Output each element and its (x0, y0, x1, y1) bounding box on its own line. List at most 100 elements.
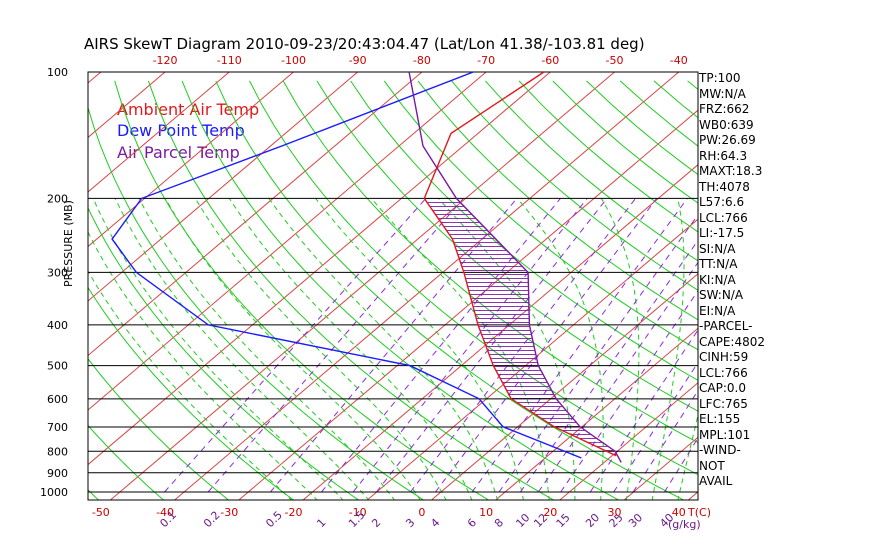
bottom-temp-label: -30 (220, 506, 238, 519)
bottom-temp-label: -40 (156, 506, 174, 519)
dry-adiabat-line (114, 80, 490, 500)
isotherm-line (688, 491, 698, 500)
stat-item: EL:155 (699, 412, 741, 426)
dry-adiabat-line (687, 80, 698, 91)
pressure-tick-label: 300 (47, 266, 68, 279)
dry-adiabat-line (485, 80, 698, 262)
moist-adiabat-line (88, 270, 293, 500)
top-temp-label: -40 (670, 54, 688, 67)
dry-adiabat-line (88, 489, 100, 500)
profile-curves (111, 72, 622, 463)
isotherm-line (88, 72, 294, 248)
series-line-air-parcel-temp (408, 72, 622, 463)
stat-item: SI:N/A (699, 241, 736, 256)
grid-layer (0, 72, 870, 501)
isotherm-line (302, 164, 698, 500)
pressure-tick-label: 200 (47, 192, 68, 205)
mixing-ratio-line (613, 361, 698, 493)
mixing-ratio-label: 2 (369, 516, 383, 530)
bottom-temp-label: -10 (349, 506, 367, 519)
dry-adiabat-line (88, 424, 165, 500)
series-line-dew-point-temp (111, 72, 582, 459)
stat-item: CAP:0.0 (699, 381, 746, 395)
mixing-ratio-line (270, 198, 518, 493)
moist-adiabat-line (651, 198, 685, 500)
top-temp-label: -70 (477, 54, 495, 67)
series-line-ambient-air-temp (423, 72, 617, 457)
pressure-tick-label: 800 (47, 445, 68, 458)
moist-adiabat-line (371, 198, 550, 500)
stat-item: LCL:766 (699, 365, 748, 380)
mixing-ratio-line (352, 198, 588, 493)
isotherm-line (366, 218, 698, 500)
isotherm-line (817, 72, 870, 500)
dry-adiabat-line (0, 81, 34, 501)
mixing-ratio-label: 0.5 (263, 509, 285, 531)
temp-unit-label: T(C) (687, 506, 711, 519)
top-temp-label: -80 (413, 54, 431, 67)
top-temp-label: -50 (606, 54, 624, 67)
pressure-tick-label: 600 (47, 393, 68, 406)
isotherm-line (0, 72, 37, 500)
moist-adiabat-line (194, 198, 447, 500)
dry-adiabat-line (552, 80, 698, 204)
isotherm-line (88, 72, 166, 139)
stat-item: TH:4078 (699, 179, 750, 194)
mixing-ratio-label: 8 (492, 516, 506, 530)
stat-item: PW:26.69 (699, 133, 756, 147)
top-temp-label: -100 (281, 54, 306, 67)
dry-adiabat-line (653, 80, 698, 119)
isotherm-line (88, 72, 230, 193)
top-temp-label: -110 (217, 54, 242, 67)
stat-item: MAXT:18.3 (699, 164, 763, 178)
dry-adiabat-line (721, 81, 870, 501)
dry-adiabat-line (88, 286, 295, 500)
pressure-tick-label: 1000 (40, 486, 68, 499)
dry-adiabat-line (88, 357, 230, 500)
mixing-ratio-line (520, 239, 698, 493)
bottom-temp-label: -20 (284, 506, 302, 519)
isobar-lines (87, 71, 699, 501)
stat-item: TT:N/A (699, 257, 738, 271)
moist-adiabat-line (438, 198, 576, 500)
bottom-temp-label: -50 (92, 506, 110, 519)
moist-adiabat-line (677, 412, 698, 500)
dry-adiabat-line (755, 81, 870, 501)
stat-item: NOT (699, 458, 725, 473)
bottom-temp-label: 40 (672, 506, 686, 519)
isotherm-line (238, 109, 698, 500)
isotherm-line (753, 72, 870, 500)
stat-item: EI:N/A (699, 303, 736, 318)
stat-item: TP:100 (699, 71, 741, 85)
dry-adiabat-line (350, 80, 698, 381)
stat-item: MW:N/A (699, 86, 746, 101)
moist-adiabat-line (600, 198, 640, 500)
mixing-ratio-line (632, 389, 698, 493)
stat-item: FRZ:662 (699, 102, 750, 116)
moist-adiabat-line (315, 198, 524, 500)
pressure-tick-label: 100 (47, 66, 68, 79)
dry-adiabat-line (586, 80, 698, 176)
mixing-ratio-label: 4 (428, 516, 442, 530)
pressure-tick-label: 700 (47, 421, 68, 434)
mixing-ratio-line (664, 436, 698, 493)
chart-title: AIRS SkewT Diagram 2010-09-23/20:43:04.4… (84, 35, 645, 53)
stat-item: SW:N/A (699, 288, 744, 302)
stat-item: RH:64.3 (699, 148, 748, 163)
mixing-ratio-line (321, 198, 561, 493)
isotherm-line (88, 72, 487, 411)
top-temp-label: -120 (153, 54, 178, 67)
bottom-temp-label: 0 (418, 506, 425, 519)
stat-item: CINH:59 (699, 350, 749, 364)
isotherm-line (174, 72, 680, 500)
isotherm-line (110, 72, 615, 500)
plot-frame (87, 71, 699, 501)
mixing-ratio-line (589, 329, 698, 493)
isotherm-line (88, 72, 551, 466)
moist-adiabat-line (516, 198, 604, 500)
dry-adiabat-line (88, 206, 360, 500)
mixing-ratio-label: 10 (513, 511, 532, 530)
bottom-temp-label: 20 (543, 506, 557, 519)
mixing-ratio-line (207, 198, 464, 493)
